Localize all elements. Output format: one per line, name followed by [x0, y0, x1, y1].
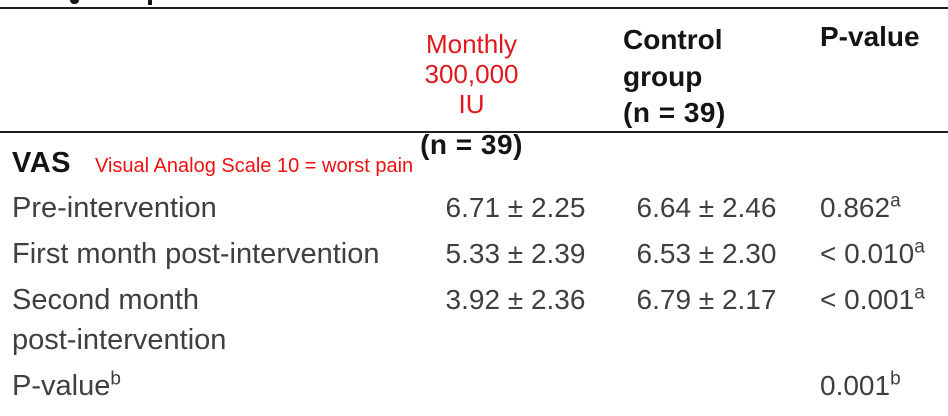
pvalue-value: < 0.010a: [815, 231, 948, 277]
pvalue-superscript: b: [890, 368, 901, 390]
pvalue-value-text: 0.001: [820, 370, 891, 401]
section-title: VAS: [12, 147, 71, 179]
section-row-vas: VAS Visual Analog Scale 10 = worst pain: [0, 133, 948, 185]
table-header-row: Monthly 300,000 IU (n = 39) Control grou…: [0, 9, 948, 160]
intervention-value: [415, 363, 590, 409]
table-top-rule: [0, 7, 948, 9]
control-value: 6.79 ± 2.17: [590, 277, 815, 363]
intervention-group-name-line1: Monthly: [425, 29, 518, 59]
table-row: Second month post-intervention 3.92 ± 2.…: [0, 277, 948, 363]
pvalue-superscript: a: [914, 282, 925, 304]
control-value: 6.64 ± 2.46: [590, 185, 815, 231]
table-row: First month post-intervention 5.33 ± 2.3…: [0, 231, 948, 277]
pvalue-value-text: 0.862: [820, 192, 891, 223]
control-group-name-line2: group: [623, 61, 703, 92]
row-label-text: First month post-intervention: [12, 238, 380, 270]
pvalue-value: 0.001b: [815, 363, 948, 409]
row-label-text: P-value: [12, 370, 111, 402]
control-value: [590, 363, 815, 409]
cropped-caption-fragment: [148, 0, 152, 5]
intervention-value-text: 6.71 ± 2.25: [445, 192, 586, 223]
intervention-value: 3.92 ± 2.36: [415, 277, 590, 363]
intervention-value: 6.71 ± 2.25: [415, 185, 590, 231]
intervention-group-name-line2: 300,000 IU: [424, 59, 519, 119]
table-row: Pre-intervention 6.71 ± 2.25 6.64 ± 2.46…: [0, 185, 948, 231]
cropped-caption-fragment: [70, 0, 79, 4]
control-value: 6.53 ± 2.30: [590, 231, 815, 277]
header-intervention-group: Monthly 300,000 IU (n = 39): [415, 21, 590, 161]
pvalue-superscript: a: [914, 236, 925, 258]
pvalue-value-text: < 0.001: [820, 284, 915, 315]
intervention-value: 5.33 ± 2.39: [415, 231, 590, 277]
intervention-value-text: 5.33 ± 2.39: [445, 238, 586, 269]
row-label: Pre-intervention: [0, 185, 415, 231]
row-label: Second month post-intervention: [0, 277, 415, 363]
section-note: Visual Analog Scale 10 = worst pain: [94, 155, 414, 177]
row-label: P-valueb: [0, 363, 415, 409]
intervention-group-n: (n = 39): [420, 129, 523, 160]
control-value-text: 6.53 ± 2.30: [636, 238, 777, 269]
row-label-line2: post-intervention: [12, 324, 227, 356]
control-group-n: (n = 39): [623, 97, 726, 128]
control-value-text: 6.64 ± 2.46: [636, 192, 777, 223]
pvalue-value: 0.862a: [815, 185, 948, 231]
row-label-superscript: b: [110, 368, 121, 390]
control-group-name-line1: Control: [623, 24, 723, 55]
pvalue-value-text: < 0.010: [820, 238, 915, 269]
pvalue-superscript: a: [890, 190, 901, 212]
intervention-value-text: 3.92 ± 2.36: [445, 284, 586, 315]
header-separator-rule: [0, 131, 948, 133]
header-empty-cell: [0, 21, 415, 161]
pvalue-value: < 0.001a: [815, 277, 948, 363]
control-value-text: 6.79 ± 2.17: [636, 284, 777, 315]
row-label: First month post-intervention: [0, 231, 415, 277]
header-control-group: Control group (n = 39): [590, 21, 815, 161]
table-row: P-valueb 0.001b: [0, 363, 948, 409]
row-label-text: Pre-intervention: [12, 192, 217, 224]
header-pvalue: P-value: [815, 21, 948, 161]
row-label-text: Second month: [12, 284, 200, 316]
pvalue-column-label: P-value: [820, 21, 920, 52]
